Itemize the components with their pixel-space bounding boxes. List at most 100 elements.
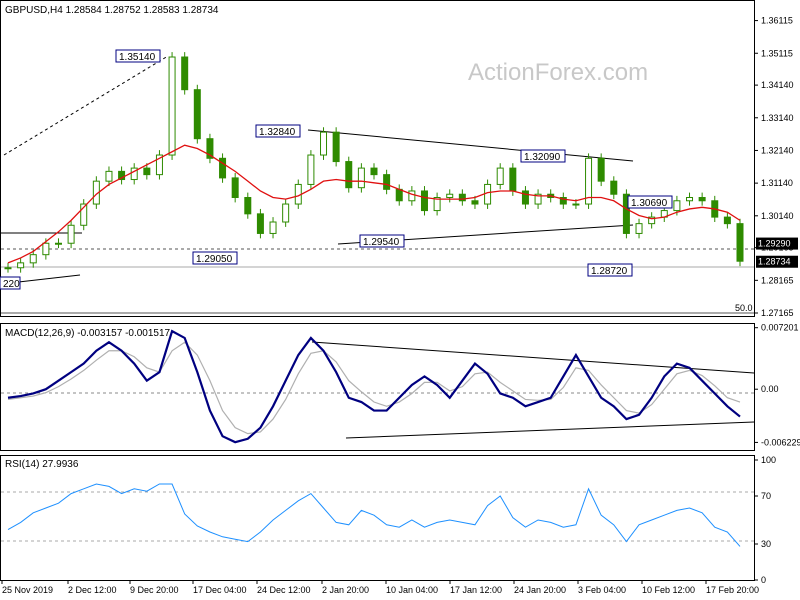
trendline-upper xyxy=(307,129,634,162)
candle-body xyxy=(130,167,138,181)
price-annotation-box xyxy=(627,195,673,209)
candle-body xyxy=(698,197,706,202)
macd-trendline-upper xyxy=(311,341,755,374)
candle-body xyxy=(736,223,744,262)
candle-body xyxy=(635,223,643,234)
candle-body xyxy=(370,167,378,176)
candle-body xyxy=(408,190,416,202)
candle-body xyxy=(521,190,529,205)
candle-body xyxy=(4,267,12,270)
moving-average-line xyxy=(7,144,741,264)
x-tick-label: 10 Feb 12:00 xyxy=(642,585,695,595)
x-tick-label: 17 Feb 20:00 xyxy=(706,585,759,595)
price-annotation-box xyxy=(255,124,301,138)
x-tick-label: 2 Jan 20:00 xyxy=(322,585,369,595)
candle-body xyxy=(509,167,517,192)
price-annotation-box xyxy=(587,263,633,277)
rsi-line xyxy=(7,483,741,547)
y-tick-label: 0.007201 xyxy=(761,323,799,333)
candle-body xyxy=(42,242,50,256)
candle-body xyxy=(673,200,681,212)
candle-body xyxy=(383,174,391,190)
rsi-panel-frame xyxy=(0,455,755,581)
macd-line xyxy=(7,329,741,444)
candle-body xyxy=(433,197,441,212)
y-tick-label: 1.35115 xyxy=(761,48,793,58)
y-tick-label: 1.32140 xyxy=(761,145,794,155)
y-tick-label: 30 xyxy=(761,539,771,549)
macd-trendline-lower xyxy=(345,421,755,439)
candle-body xyxy=(471,200,479,205)
candle-body xyxy=(597,157,605,182)
candle-body xyxy=(622,193,630,234)
candle-body xyxy=(231,177,239,199)
x-tick-label: 25 Nov 2019 xyxy=(2,585,53,595)
y-tick-label: 1.28165 xyxy=(761,275,794,285)
candle-body xyxy=(534,193,542,205)
candle-body xyxy=(181,56,189,91)
candle-body xyxy=(206,138,214,159)
candle-body xyxy=(269,221,277,234)
x-tick-label: 9 Dec 20:00 xyxy=(130,585,179,595)
price-annotation-label: 1.29050 xyxy=(196,254,233,265)
candle-body xyxy=(80,203,88,226)
candle-body xyxy=(118,170,126,181)
y-tick-label: 70 xyxy=(761,491,771,501)
candle-body xyxy=(559,197,567,205)
candle-body xyxy=(155,154,163,176)
candle-body xyxy=(244,197,252,215)
y-tick-label: 1.31140 xyxy=(761,178,793,188)
level-label-50: 50.0 xyxy=(735,303,753,313)
watermark: ActionForex.com xyxy=(468,59,648,86)
y-tick-label: 0.00 xyxy=(761,384,779,394)
candle-body xyxy=(54,242,62,245)
candle-body xyxy=(143,167,151,176)
candle-body xyxy=(29,254,37,264)
price-annotation-label: 1.30690 xyxy=(631,198,668,209)
price-chart-title: GBPUSD,H4 1.28584 1.28752 1.28583 1.2873… xyxy=(5,5,219,16)
x-tick-label: 17 Dec 04:00 xyxy=(193,585,247,595)
x-tick-label: 24 Jan 20:00 xyxy=(514,585,566,595)
price-tag-label: 1.28734 xyxy=(758,257,791,267)
x-tick-label: 24 Dec 12:00 xyxy=(257,585,311,595)
candle-body xyxy=(648,216,656,225)
candle-body xyxy=(345,161,353,189)
candle-body xyxy=(256,213,264,234)
candle-body xyxy=(610,180,618,195)
candle-body xyxy=(357,167,365,189)
price-annotation-label: 1.29540 xyxy=(363,237,400,248)
candle-body xyxy=(17,262,25,269)
x-tick-label: 17 Jan 12:00 xyxy=(450,585,502,595)
candle-body xyxy=(332,131,340,163)
candle-body xyxy=(282,203,290,223)
candle-body xyxy=(723,216,731,225)
price-tag-bg xyxy=(756,255,798,268)
y-tick-label: 1.36115 xyxy=(761,16,793,26)
y-tick-label: 1.27165 xyxy=(761,308,794,318)
rsi-title: RSI(14) 27.9936 xyxy=(5,459,79,470)
candle-body xyxy=(219,157,227,179)
y-tick-label: 1.34140 xyxy=(761,80,794,90)
candle-body xyxy=(572,203,580,206)
candle-body xyxy=(446,193,454,199)
price-tag-bg xyxy=(756,237,798,250)
candle-body xyxy=(458,193,466,202)
price-panel-frame xyxy=(0,0,755,317)
x-tick-label: 2 Dec 12:00 xyxy=(68,585,117,595)
y-tick-label: 1.33140 xyxy=(761,113,794,123)
candle-body xyxy=(686,197,694,202)
price-annotation-label: 1.32840 xyxy=(259,127,296,138)
price-annotation-box xyxy=(520,149,566,163)
x-tick-label: 3 Feb 04:00 xyxy=(578,585,626,595)
candle-body xyxy=(585,157,593,205)
price-tag-label: 1.29290 xyxy=(758,239,791,249)
candle-body xyxy=(496,167,504,185)
candle-body xyxy=(484,183,492,205)
price-annotation-box xyxy=(115,49,161,63)
price-annotation-box xyxy=(192,251,238,265)
macd-panel-frame xyxy=(0,323,755,451)
y-tick-label: 1.30140 xyxy=(761,211,794,221)
macd-title: MACD(12,26,9) -0.003157 -0.001517 xyxy=(5,328,171,339)
price-annotation-label: 1.35140 xyxy=(119,52,156,63)
